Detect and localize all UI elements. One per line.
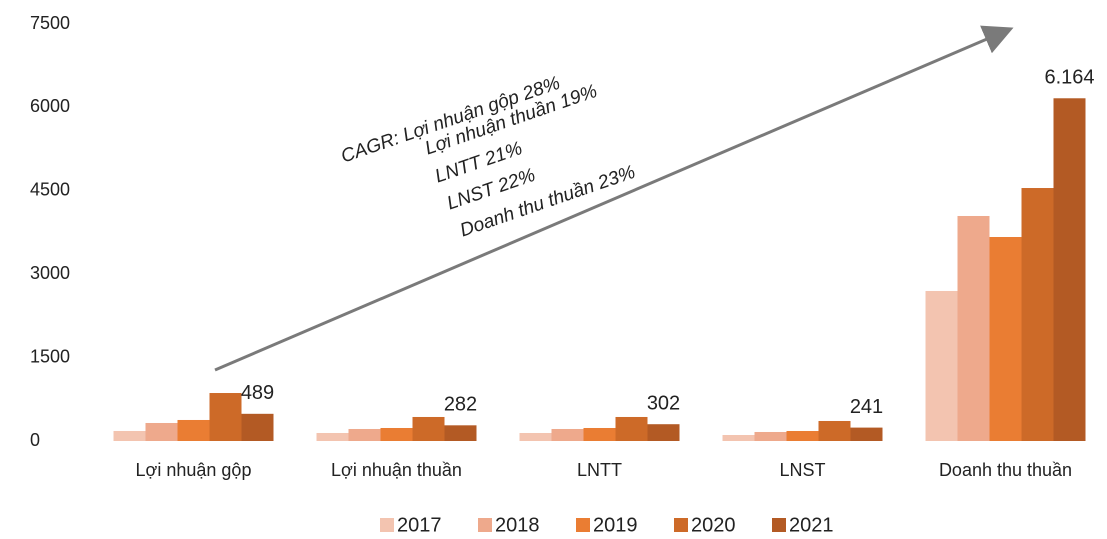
legend-swatch <box>576 518 590 532</box>
bar <box>348 428 381 441</box>
bar <box>754 431 787 441</box>
x-tick-label: Lợi nhuận thuần <box>331 460 462 480</box>
bar <box>113 430 146 441</box>
y-tick-label: 1500 <box>30 346 70 366</box>
bar <box>583 427 616 441</box>
data-label: 282 <box>444 394 477 416</box>
bar <box>241 413 274 441</box>
bar <box>1053 98 1086 441</box>
bar <box>209 393 242 441</box>
bar <box>444 425 477 441</box>
legend-label: 2019 <box>593 514 638 536</box>
y-tick-label: 7500 <box>30 13 70 33</box>
legend-label: 2017 <box>397 514 442 536</box>
data-label: 489 <box>241 382 274 404</box>
bar <box>145 422 178 441</box>
legend-swatch <box>478 518 492 532</box>
bar <box>551 428 584 441</box>
bar <box>615 416 648 441</box>
y-tick-label: 6000 <box>30 96 70 116</box>
bar <box>850 427 883 441</box>
x-tick-label: LNST <box>779 460 825 480</box>
bar <box>1021 188 1054 441</box>
bar <box>380 427 413 441</box>
bar <box>786 430 819 441</box>
legend-swatch <box>772 518 786 532</box>
bar <box>989 237 1022 441</box>
x-tick-label: Lợi nhuận gộp <box>136 460 252 480</box>
data-label: 6.164 <box>1044 67 1094 89</box>
legend-label: 2021 <box>789 514 834 536</box>
y-tick-label: 0 <box>30 430 40 450</box>
bar <box>412 416 445 441</box>
x-tick-label: LNTT <box>577 460 622 480</box>
bar <box>177 419 210 441</box>
bar <box>925 290 958 441</box>
bar <box>519 432 552 441</box>
bar <box>647 424 680 441</box>
y-tick-label: 4500 <box>30 180 70 200</box>
legend-label: 2018 <box>495 514 540 536</box>
legend-swatch <box>674 518 688 532</box>
data-label: 302 <box>647 392 680 414</box>
bar <box>316 432 349 441</box>
bar <box>818 420 851 441</box>
legend-swatch <box>380 518 394 532</box>
y-tick-label: 3000 <box>30 263 70 283</box>
trend-arrow <box>214 25 1014 372</box>
x-tick-label: Doanh thu thuần <box>939 460 1072 480</box>
data-label: 241 <box>850 396 883 418</box>
legend-label: 2020 <box>691 514 736 536</box>
bar <box>957 215 990 441</box>
bar <box>722 434 755 441</box>
